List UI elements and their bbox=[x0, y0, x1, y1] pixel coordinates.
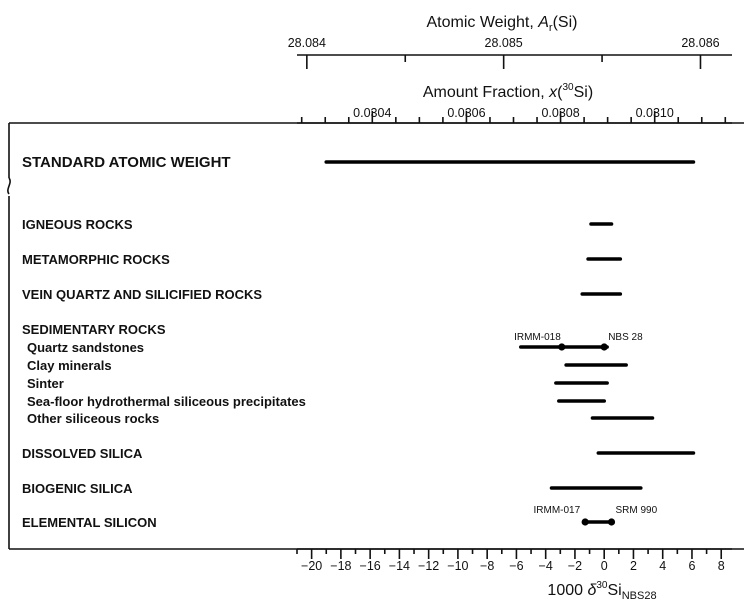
reference-label-nbs-28: NBS 28 bbox=[608, 332, 643, 343]
reference-label-srm-990: SRM 990 bbox=[616, 505, 658, 516]
delta-axis: −20 −18 −16 −14 −12 −10 −8 −6 −4 −2 0 2 4 6 8 bbox=[296, 548, 732, 573]
atomic-weight-axis-title: Atomic Weight, Ar(Si) bbox=[427, 14, 578, 34]
delta-axis-tick-label: −10 bbox=[447, 559, 468, 573]
delta-axis-tick-label: −12 bbox=[418, 559, 439, 573]
range-bars bbox=[324, 160, 696, 524]
row-label-metamorphic-rocks: METAMORPHIC ROCKS bbox=[22, 252, 170, 267]
reference-marker-irmm-018 bbox=[558, 343, 566, 351]
amount-fraction-axis-tick-label: 0.0308 bbox=[541, 106, 579, 120]
category-labels: STANDARD ATOMIC WEIGHT IGNEOUS ROCKS METAM… bbox=[22, 154, 306, 530]
row-label-sea-floor-hydrothermal-siliceous-precipitates: Sea-floor hydrothermal siliceous precipi… bbox=[27, 394, 306, 409]
amount-fraction-axis-tick-label: 0.0304 bbox=[353, 106, 391, 120]
reference-label-irmm-017: IRMM-017 bbox=[533, 505, 580, 516]
atomic-weight-axis: 28.084 28.085 28.086 bbox=[288, 36, 732, 69]
atomic-weight-axis-tick-label: 28.084 bbox=[288, 36, 326, 50]
amount-fraction-axis-title: Amount Fraction, x(30Si) bbox=[423, 82, 593, 101]
row-label-quartz-sandstones: Quartz sandstones bbox=[27, 340, 144, 355]
delta-axis-tick-label: 6 bbox=[688, 559, 695, 573]
delta-axis-tick-label: −14 bbox=[389, 559, 410, 573]
reference-label-irmm-018: IRMM-018 bbox=[514, 332, 561, 343]
row-label-igneous-rocks: IGNEOUS ROCKS bbox=[22, 217, 133, 232]
delta-axis-tick-label: −4 bbox=[539, 559, 553, 573]
row-label-vein-quartz-and-silicified-rocks: VEIN QUARTZ AND SILICIFIED ROCKS bbox=[22, 287, 262, 302]
delta-axis-tick-label: −8 bbox=[480, 559, 494, 573]
atomic-weight-axis-tick-label: 28.086 bbox=[681, 36, 719, 50]
delta-axis-tick-label: 4 bbox=[659, 559, 666, 573]
standard-atomic-weight-label: STANDARD ATOMIC WEIGHT bbox=[22, 154, 231, 171]
atomic-weight-axis-tick-label: 28.085 bbox=[485, 36, 523, 50]
delta-axis-tick-label: −18 bbox=[330, 559, 351, 573]
frame-axis-break bbox=[7, 177, 11, 195]
delta-axis-tick-label: 8 bbox=[718, 559, 725, 573]
reference-materials: IRMM-018 NBS 28 IRMM-017 SRM 990 bbox=[514, 332, 658, 526]
delta-axis-tick-label: −6 bbox=[509, 559, 523, 573]
delta-axis-title: 1000 δ30SiNBS28 bbox=[547, 580, 656, 602]
row-label-dissolved-silica: DISSOLVED SILICA bbox=[22, 446, 143, 461]
row-label-sedimentary-rocks: SEDIMENTARY ROCKS bbox=[22, 322, 166, 337]
amount-fraction-axis-tick-label: 0.0306 bbox=[447, 106, 485, 120]
row-label-clay-minerals: Clay minerals bbox=[27, 358, 112, 373]
row-label-elemental-silicon: ELEMENTAL SILICON bbox=[22, 515, 157, 530]
delta-axis-tick-label: −20 bbox=[301, 559, 322, 573]
delta-axis-tick-label: −2 bbox=[568, 559, 582, 573]
reference-marker-nbs-28 bbox=[600, 343, 608, 351]
amount-fraction-axis-tick-label: 0.0310 bbox=[636, 106, 674, 120]
delta-axis-tick-label: −16 bbox=[360, 559, 381, 573]
reference-marker-irmm-017 bbox=[581, 518, 589, 526]
row-label-other-siliceous-rocks: Other siliceous rocks bbox=[27, 411, 159, 426]
reference-marker-srm-990 bbox=[607, 518, 616, 526]
delta-axis-tick-label: 2 bbox=[630, 559, 637, 573]
amount-fraction-axis: 0.0304 0.0306 0.0308 0.0310 bbox=[297, 106, 732, 124]
row-label-biogenic-silica: BIOGENIC SILICA bbox=[22, 481, 133, 496]
row-label-sinter: Sinter bbox=[27, 376, 64, 391]
delta-axis-tick-label: 0 bbox=[601, 559, 608, 573]
